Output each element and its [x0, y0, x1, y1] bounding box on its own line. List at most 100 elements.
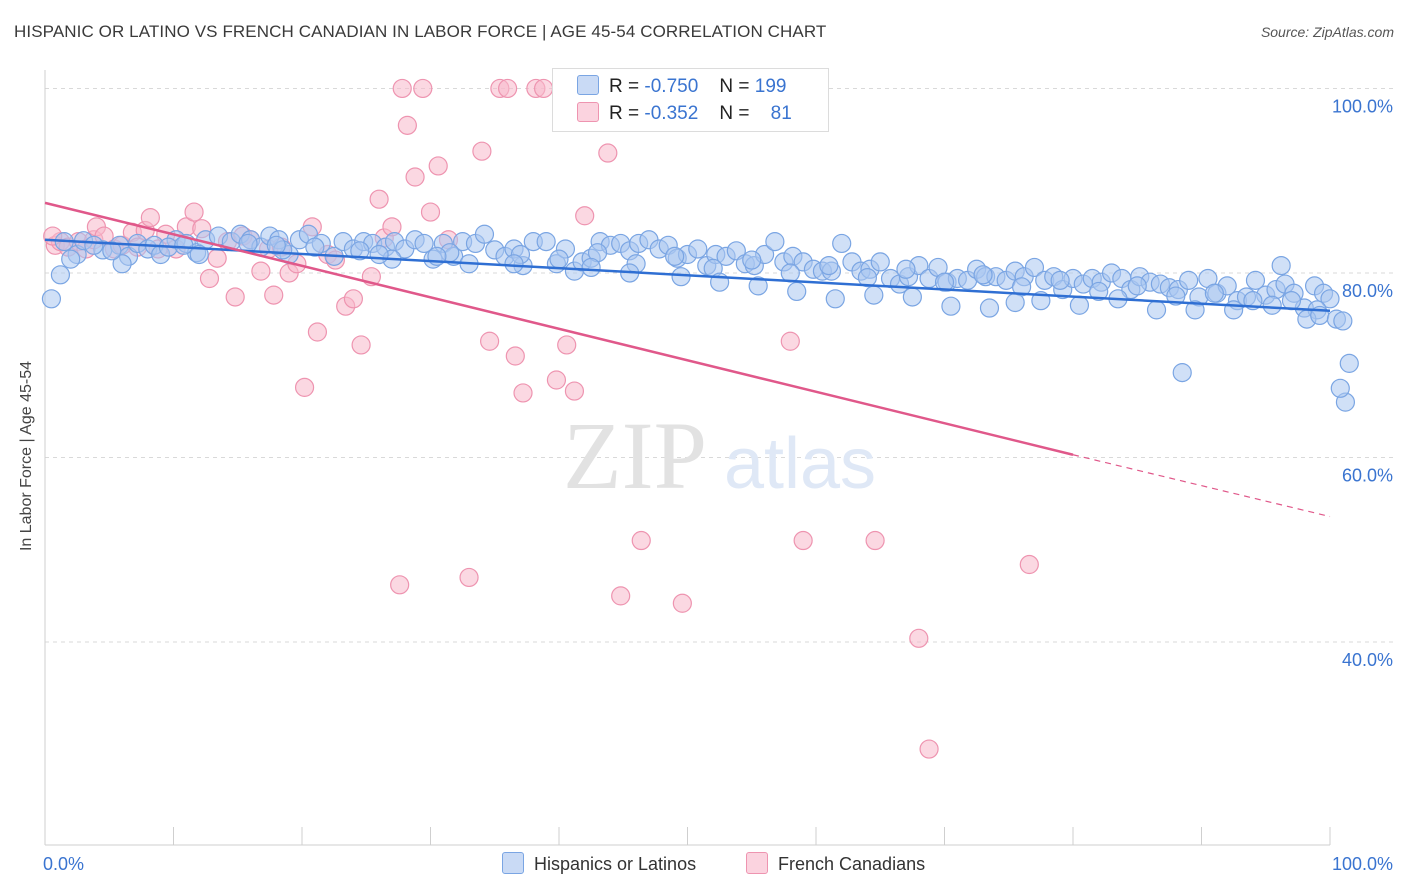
hispanics-point [688, 239, 708, 259]
watermark-zip: ZIP [563, 402, 707, 509]
hispanics-point [112, 254, 132, 274]
french-canadians-point [390, 575, 410, 595]
french-canadians-point [564, 381, 585, 401]
hispanics-point [902, 287, 922, 307]
watermark: ZIP atlas [563, 402, 876, 509]
french-canadians-point [480, 331, 500, 351]
french-canadians-point [909, 628, 929, 648]
french-canadians-point [505, 346, 525, 366]
french-canadians-point [413, 78, 433, 99]
source-label: Source: ZipAtlas.com [1260, 24, 1394, 40]
hispanics-point [536, 232, 556, 252]
hispanics-point [765, 232, 785, 252]
french-canadians-point [199, 268, 220, 289]
french-canadians-point [343, 289, 363, 309]
hispanics-point [474, 224, 495, 244]
french-canadians-point [428, 156, 448, 176]
legend-swatch-blue [502, 852, 524, 874]
french-canadians-point [369, 189, 389, 209]
hispanics-point [896, 259, 916, 279]
hispanics-point [84, 235, 104, 255]
hispanics-point [581, 257, 601, 278]
french-canadians-point [533, 78, 554, 99]
hispanics-point [1339, 353, 1359, 373]
french-canadians-point [472, 141, 492, 161]
hispanics-point [973, 265, 993, 285]
hispanics-point [102, 241, 122, 261]
hispanics-point [1089, 281, 1109, 302]
axes [44, 70, 1331, 846]
french-canadians-point [405, 167, 425, 187]
hispanics-trend-line [44, 238, 1331, 313]
hispanics-point [1146, 300, 1167, 320]
hispanics-point [549, 249, 569, 269]
hispanics-point [1320, 289, 1340, 309]
hispanics-point [414, 233, 434, 254]
french-canadians-point [498, 78, 518, 99]
french-canadians-point [780, 331, 800, 351]
hispanics-point [979, 298, 1000, 318]
hispanics-point [504, 254, 524, 274]
french-canadians-point [140, 208, 160, 228]
french-canadians-point [1019, 554, 1039, 575]
hispanics-point [1204, 283, 1224, 303]
legend-row-french-canadians: R = -0.352 N = 81 [577, 102, 792, 128]
tick-labels: 40.0% 60.0% 80.0% 100.0% 0.0% 100.0% [43, 96, 1393, 874]
watermark-atlas: atlas [724, 424, 876, 504]
legend-n-value: 81 [770, 103, 792, 124]
hispanics-point [61, 249, 81, 269]
legend-item-hispanics: Hispanics or Latinos [502, 852, 696, 875]
y-tick-label: 60.0% [1342, 466, 1393, 486]
legend-label: Hispanics or Latinos [534, 854, 697, 874]
chart-title: HISPANIC OR LATINO VS FRENCH CANADIAN IN… [14, 22, 827, 41]
french-canadians-point [611, 586, 631, 606]
hispanics-point [1024, 257, 1045, 278]
hispanics-point [1127, 276, 1147, 296]
french-canadians-point [793, 530, 813, 551]
french-canadians-points [43, 78, 1039, 759]
french-canadians-point [207, 248, 227, 268]
legend-r-value: -0.352 [644, 103, 699, 124]
x-tick-label: 0.0% [43, 854, 84, 874]
hispanics-point [1185, 300, 1205, 320]
french-canadians-point [420, 202, 441, 222]
hispanics-point [1050, 270, 1070, 290]
hispanics-point [1166, 286, 1186, 306]
legend-swatch-pink [577, 102, 599, 122]
french-canadians-point [631, 530, 651, 551]
hispanics-point [350, 241, 370, 261]
hispanics-point [305, 237, 325, 257]
hispanics-point [857, 267, 878, 288]
trend-lines [44, 201, 1331, 518]
french-canadians-point [919, 739, 939, 759]
hispanics-point [787, 281, 807, 302]
hispanics-point [665, 246, 685, 266]
french-canadians-point [575, 206, 595, 226]
y-tick-label: 100.0% [1332, 96, 1393, 116]
french-canadians-trend-extension [1072, 454, 1331, 518]
series-legend: Hispanics or Latinos French Canadians [0, 852, 1406, 878]
legend-n-label: N = [719, 103, 750, 124]
legend-label: French Canadians [778, 854, 926, 874]
y-axis-title: In Labor Force | Age 45-54 [18, 360, 35, 552]
hispanics-point [41, 289, 62, 309]
grid-lines [45, 87, 1395, 643]
french-canadians-point [184, 202, 204, 222]
french-canadians-point [557, 335, 577, 355]
hispanics-point [1245, 270, 1266, 290]
french-canadians-point [251, 261, 271, 281]
hispanics-point [369, 244, 389, 265]
hispanics-point [1281, 291, 1302, 311]
french-canadians-point [598, 143, 618, 163]
hispanics-point [50, 265, 71, 285]
hispanics-point [1069, 295, 1090, 315]
french-canadians-point [307, 322, 328, 342]
french-canadians-point [225, 287, 245, 307]
french-canadians-point [865, 530, 885, 551]
hispanics-point [266, 235, 286, 255]
legend-swatch-blue [577, 75, 599, 95]
hispanics-point [1330, 378, 1350, 398]
hispanics-point [780, 263, 800, 283]
hispanics-point [1179, 270, 1199, 290]
